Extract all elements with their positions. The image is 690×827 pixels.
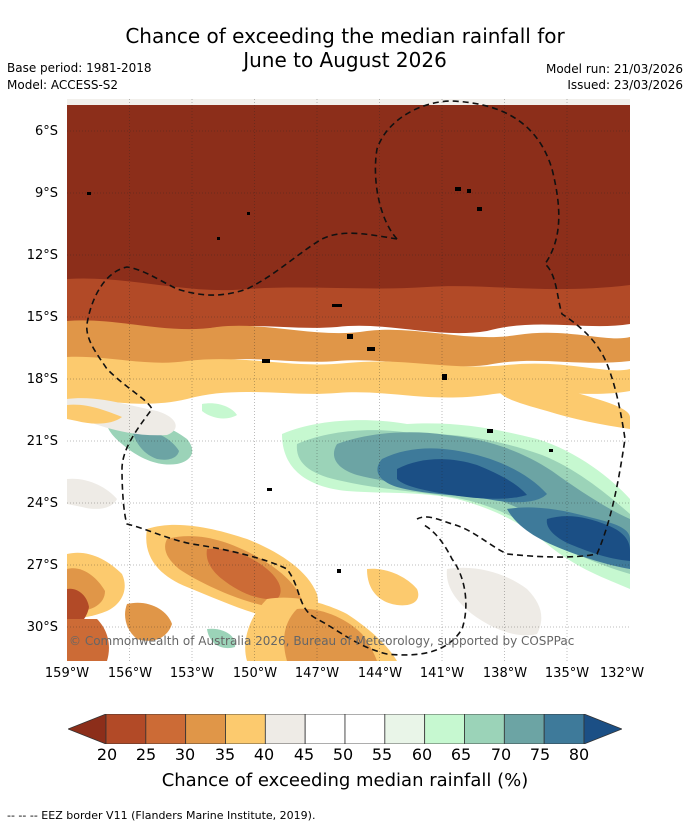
colorbar-segment [384, 713, 426, 745]
field-dry-band [67, 278, 630, 337]
colorbar-segment [503, 713, 545, 745]
colorbar-extend-high [583, 713, 624, 745]
lon-tick: 144°W [357, 666, 403, 681]
lat-tick: 6°S [34, 124, 58, 139]
colorbar-tick: 70 [490, 745, 512, 764]
colorbar-tick: 25 [135, 745, 157, 764]
lon-tick: 153°W [169, 666, 215, 681]
lat-tick: 15°S [26, 310, 58, 325]
copyright-text: © Commonwealth of Australia 2026, Bureau… [69, 634, 575, 648]
lat-tick: 24°S [26, 496, 58, 511]
colorbar-segment [424, 713, 465, 745]
colorbar-tick: 55 [371, 745, 393, 764]
colorbar-tick: 45 [293, 745, 315, 764]
model-name: Model: ACCESS-S2 [7, 78, 119, 92]
title-line-2: June to August 2026 [243, 48, 447, 72]
colorbar-tick: 50 [332, 745, 354, 764]
base-period: Base period: 1981-2018 [7, 61, 152, 75]
lat-tick: 30°S [26, 620, 58, 635]
colorbar-segment [344, 713, 386, 745]
lon-tick: 138°W [482, 666, 528, 681]
field-top-strip [67, 99, 630, 105]
colorbar-extend-low [66, 713, 107, 745]
rainfall-probability-map [67, 99, 630, 661]
lon-tick: 150°W [232, 666, 278, 681]
colorbar-tick: 75 [529, 745, 551, 764]
model-run-date: Model run: 21/03/2026 [545, 62, 683, 76]
colorbar-segment [464, 713, 505, 745]
issued-date: Issued: 23/03/2026 [567, 78, 683, 92]
eez-borders [86, 100, 626, 656]
colorbar-segment [264, 713, 306, 745]
colorbar-segment [225, 713, 266, 745]
colorbar-tick: 80 [568, 745, 590, 764]
colorbar-tick: 35 [214, 745, 236, 764]
lon-tick: 141°W [419, 666, 465, 681]
lon-tick: 156°W [107, 666, 153, 681]
colorbar-label: Chance of exceeding median rainfall (%) [161, 770, 529, 791]
lat-tick: 27°S [26, 558, 58, 573]
lon-tick: 147°W [294, 666, 340, 681]
colorbar-segment [304, 713, 346, 745]
colorbar-tick: 20 [96, 745, 118, 764]
colorbar-segment [185, 713, 226, 745]
colorbar-tick: 65 [450, 745, 472, 764]
eez-border-note: -- -- -- EEZ border V11 (Flanders Marine… [7, 809, 316, 822]
map-title: Chance of exceeding the median rainfall … [0, 24, 690, 72]
lon-tick: 135°W [544, 666, 590, 681]
lat-tick: 18°S [26, 372, 58, 387]
colorbar-tick: 30 [174, 745, 196, 764]
field-very-dry [67, 105, 630, 313]
colorbar-tick: 40 [253, 745, 275, 764]
lon-tick: 132°W [599, 666, 645, 681]
colorbar-segment [543, 713, 585, 745]
title-line-1: Chance of exceeding the median rainfall … [125, 24, 565, 48]
colorbar [66, 713, 624, 745]
colorbar-segment [105, 713, 147, 745]
lat-tick: 9°S [34, 186, 58, 201]
lon-tick: 159°W [44, 666, 90, 681]
colorbar-tick: 60 [411, 745, 433, 764]
lat-tick: 12°S [26, 248, 58, 263]
lat-tick: 21°S [26, 434, 58, 449]
colorbar-segment [145, 713, 187, 745]
